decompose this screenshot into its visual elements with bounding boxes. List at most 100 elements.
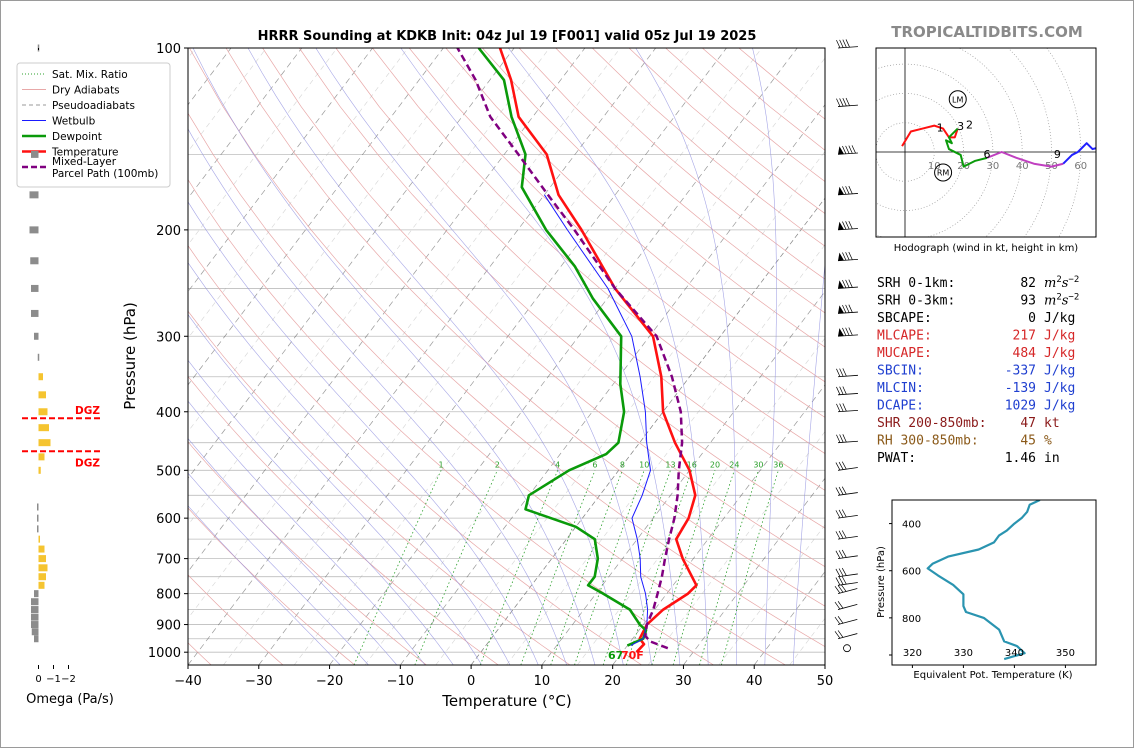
mixing-ratio-label: 13 [665, 460, 675, 469]
stat-value: 484 [1013, 346, 1037, 361]
hodograph-ring [1046, 48, 1082, 237]
stat-unit-part: s [1062, 276, 1069, 291]
pseudoadiabat [188, 48, 479, 433]
wind-barb-staff [837, 633, 858, 640]
wind-barb-flag [838, 221, 844, 230]
calm-wind-circle [843, 644, 851, 653]
omega-bar [37, 503, 39, 511]
wind-barb [836, 39, 858, 49]
moist-adiabat [247, 48, 624, 665]
wind-barb-feather [848, 279, 853, 288]
wind-barb-feather [837, 601, 844, 609]
wind-barb [836, 386, 858, 396]
wind-barb-feather [842, 434, 847, 443]
x-tick-label: −10 [387, 674, 414, 689]
wind-barb-feather [848, 185, 853, 194]
hodograph-trace [945, 127, 988, 168]
stat-value: 1.46 [1005, 451, 1036, 466]
hodograph-height-label: 6 [984, 148, 991, 161]
wind-barb [835, 509, 858, 519]
wind-barb [837, 145, 858, 155]
wind-barb-staff [837, 311, 858, 314]
hodograph-ring-label: 40 [1016, 161, 1029, 172]
wind-barb-feather [835, 550, 841, 559]
omega-bar [38, 545, 45, 553]
x-tick-label: 0 [467, 674, 475, 689]
y-tick-label: 600 [156, 512, 181, 527]
stat-label: SHR 200-850mb: [877, 416, 987, 431]
moist-adiabat [188, 472, 369, 665]
wind-barb [837, 251, 858, 262]
hodograph-ring [1007, 48, 1052, 237]
surface-dewpoint-label: 67 [608, 649, 623, 662]
wind-barb-feather [845, 279, 850, 288]
omega-bar [34, 635, 39, 643]
y-tick-label: 400 [156, 406, 181, 421]
legend: Sat. Mix. Ratio Dry Adiabats Pseudoadiabat… [16, 62, 171, 188]
stat-label: SRH 0-3km: [877, 294, 955, 309]
dry-adiabat [188, 507, 355, 665]
wind-barb [834, 601, 858, 610]
wind-barb-flag [838, 186, 844, 195]
wind-barb-feather [838, 509, 844, 518]
surface-annotation: 67 70F [608, 649, 644, 662]
dry-adiabat [188, 574, 284, 665]
stat-unit-part: −2 [1068, 293, 1079, 303]
wind-barb [834, 630, 858, 640]
hodograph-ring [958, 48, 1023, 237]
wind-barb-feather [848, 327, 853, 336]
wind-barb-feather [841, 530, 847, 539]
dry-adiabat [445, 48, 825, 383]
mixing-ratio-label: 36 [773, 460, 783, 469]
legend-label: Mixed-Layer Parcel Path (100mb) [52, 156, 158, 180]
wind-barb-staff [837, 555, 858, 560]
x-tick-label: 40 [746, 674, 763, 689]
mixing-ratio-line [699, 470, 759, 665]
stat-label: PWAT: [877, 451, 916, 466]
omega-bar [31, 598, 39, 606]
mixing-ratio-line [651, 470, 716, 665]
wind-barb-feather [839, 368, 844, 377]
legend-label-line: Temperature [51, 147, 119, 159]
y-tick-label: 900 [156, 619, 181, 634]
stat-label: SBCAPE: [877, 311, 932, 326]
wind-barb-feather [839, 434, 844, 443]
pseudoadiabat [435, 150, 825, 665]
pseudoadiabat [364, 57, 825, 665]
wind-barb-staff [837, 440, 858, 444]
stat-value: -139 [1005, 381, 1036, 396]
wind-barb-feather [845, 186, 850, 195]
dry-adiabat [482, 48, 825, 348]
mixing-ratio-label: 2 [495, 460, 500, 469]
omega-bar [38, 439, 51, 447]
mixing-ratio-line [672, 470, 735, 665]
wind-barb [837, 304, 858, 314]
isotherm [188, 48, 515, 479]
theta-e-x-tick-label: 340 [1005, 648, 1024, 659]
dry-adiabat [188, 245, 642, 665]
y-tick-label: 300 [156, 330, 181, 345]
omega-bar [34, 332, 39, 340]
wind-barb-feather [841, 549, 847, 558]
stat-label: MUCAPE: [877, 346, 932, 361]
wind-barb-feather [838, 486, 844, 495]
wind-barb-feather [845, 221, 850, 230]
wind-barb [835, 567, 858, 578]
isotherm [470, 197, 825, 665]
wind-barb [835, 530, 858, 540]
theta-e-y-tick-label: 600 [902, 567, 921, 578]
wind-barb [835, 576, 858, 586]
theta-e-plot-area [891, 499, 1097, 666]
omega-bar [38, 391, 46, 399]
x-axis-label: Temperature (°C) [441, 692, 571, 710]
pseudoadiabat [293, 48, 763, 665]
stat-value: 82 [1020, 276, 1036, 291]
stat-value: 1029 [1005, 399, 1036, 414]
stat-unit: kt [1044, 416, 1060, 431]
wind-barb-staff [837, 334, 858, 337]
x-tick-label: −30 [245, 674, 272, 689]
series-line-dewpoint [477, 48, 648, 647]
stat-unit: J/kg [1044, 364, 1075, 379]
legend-label: Wetbulb [52, 116, 96, 128]
